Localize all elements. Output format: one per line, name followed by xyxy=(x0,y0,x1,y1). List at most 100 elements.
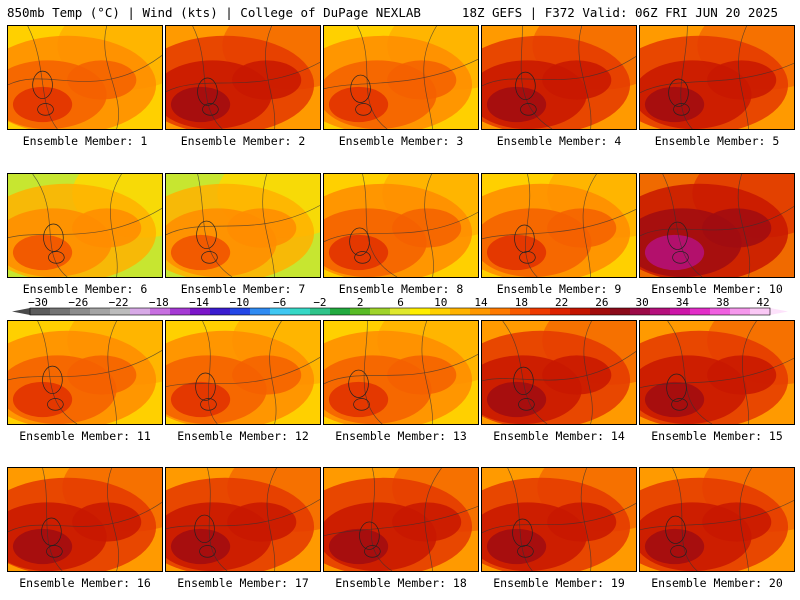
temperature-map xyxy=(324,468,478,571)
colorbar-tick-label: 42 xyxy=(756,297,769,309)
colorbar-swatch xyxy=(50,308,71,315)
colorbar-swatch xyxy=(710,308,731,315)
colorbar-right-arrow xyxy=(770,308,788,315)
temperature-map xyxy=(8,468,162,571)
colorbar-tick-label: 22 xyxy=(555,297,568,309)
temperature-map xyxy=(640,26,794,129)
colorbar-swatch xyxy=(510,308,531,315)
colorbar-tick-label: −26 xyxy=(68,297,88,309)
ensemble-map-panel xyxy=(7,25,163,130)
ensemble-member-label: Ensemble Member: 7 xyxy=(180,282,306,296)
ensemble-member-label: Ensemble Member: 3 xyxy=(338,134,464,148)
colorbar-swatch xyxy=(450,308,471,315)
colorbar-tick-label: 30 xyxy=(636,297,649,309)
colorbar-tick-label: 6 xyxy=(397,297,404,309)
ensemble-member-label: Ensemble Member: 9 xyxy=(496,282,622,296)
colorbar-swatch xyxy=(330,308,351,315)
colorbar-swatch xyxy=(170,308,191,315)
colorbar-swatch xyxy=(190,308,211,315)
header-valid-time: 18Z GEFS | F372 Valid: 06Z FRI JUN 20 20… xyxy=(461,5,778,20)
ensemble-member-label: Ensemble Member: 20 xyxy=(651,576,783,590)
temperature-map xyxy=(640,174,794,277)
temperature-map xyxy=(166,468,320,571)
colorbar-swatch xyxy=(550,308,571,315)
colorbar-swatch xyxy=(150,308,171,315)
colorbar-swatch xyxy=(310,308,331,315)
temperature-map xyxy=(482,468,636,571)
colorbar-tick-label: 26 xyxy=(595,297,608,309)
temperature-map xyxy=(166,26,320,129)
colorbar-left-arrow xyxy=(12,308,30,315)
colorbar-tick-label: 2 xyxy=(357,297,364,309)
colorbar-swatch xyxy=(650,308,671,315)
ensemble-member-label: Ensemble Member: 12 xyxy=(177,429,309,443)
colorbar-swatch xyxy=(370,308,391,315)
colorbar-tick-label: −10 xyxy=(229,297,249,309)
colorbar-tick-label: −18 xyxy=(149,297,169,309)
temperature-map xyxy=(324,26,478,129)
colorbar-tick-label: 34 xyxy=(676,297,690,309)
colorbar-swatch xyxy=(630,308,651,315)
header-title: 850mb Temp (°C) | Wind (kts) | College o… xyxy=(7,5,421,20)
ensemble-member-label: Ensemble Member: 2 xyxy=(180,134,306,148)
ensemble-map-panel xyxy=(165,467,321,572)
ensemble-map-panel xyxy=(165,173,321,278)
colorbar-tick-label: −2 xyxy=(313,297,326,309)
temperature-map xyxy=(8,174,162,277)
colorbar-tick-label: 18 xyxy=(515,297,528,309)
temperature-map xyxy=(8,321,162,424)
colorbar-swatch xyxy=(110,308,131,315)
temperature-map xyxy=(640,321,794,424)
ensemble-member-label: Ensemble Member: 13 xyxy=(335,429,467,443)
colorbar-tick-label: 14 xyxy=(474,297,488,309)
temperature-map xyxy=(324,174,478,277)
ensemble-map-panel xyxy=(165,25,321,130)
colorbar-swatch xyxy=(350,308,371,315)
colorbar-swatch xyxy=(210,308,231,315)
colorbar-tick-label: −14 xyxy=(189,297,209,309)
colorbar-swatch xyxy=(730,308,751,315)
colorbar-tick-label: 10 xyxy=(434,297,447,309)
ensemble-member-label: Ensemble Member: 17 xyxy=(177,576,309,590)
colorbar-swatch xyxy=(430,308,451,315)
ensemble-member-label: Ensemble Member: 6 xyxy=(22,282,148,296)
ensemble-member-label: Ensemble Member: 8 xyxy=(338,282,464,296)
colorbar-swatch xyxy=(130,308,151,315)
colorbar-swatch xyxy=(690,308,711,315)
colorbar-swatch xyxy=(670,308,691,315)
colorbar-swatch xyxy=(470,308,491,315)
colorbar-swatch xyxy=(570,308,591,315)
ensemble-map-panel xyxy=(323,25,479,130)
ensemble-map-panel xyxy=(7,467,163,572)
ensemble-map-panel xyxy=(481,25,637,130)
ensemble-map-panel xyxy=(481,173,637,278)
ensemble-map-panel xyxy=(639,467,795,572)
colorbar-swatch xyxy=(250,308,271,315)
ensemble-member-label: Ensemble Member: 16 xyxy=(19,576,151,590)
ensemble-member-label: Ensemble Member: 10 xyxy=(651,282,783,296)
colorbar-swatch xyxy=(230,308,251,315)
colorbar-swatch xyxy=(490,308,511,315)
colorbar-swatch xyxy=(610,308,631,315)
colorbar-swatch xyxy=(410,308,431,315)
ensemble-member-label: Ensemble Member: 18 xyxy=(335,576,467,590)
ensemble-map-panel xyxy=(639,320,795,425)
ensemble-map-panel xyxy=(481,320,637,425)
ensemble-map-panel xyxy=(481,467,637,572)
colorbar-swatch xyxy=(70,308,91,315)
ensemble-member-label: Ensemble Member: 11 xyxy=(19,429,151,443)
temperature-map xyxy=(166,321,320,424)
colorbar-swatch xyxy=(90,308,111,315)
temperature-map xyxy=(166,174,320,277)
colorbar-tick-label: 38 xyxy=(716,297,729,309)
ensemble-map-panel xyxy=(323,173,479,278)
colorbar-swatch xyxy=(590,308,611,315)
ensemble-member-label: Ensemble Member: 4 xyxy=(496,134,622,148)
ensemble-member-label: Ensemble Member: 14 xyxy=(493,429,625,443)
temperature-map xyxy=(8,26,162,129)
colorbar-swatch xyxy=(750,308,771,315)
colorbar-tick-label: −22 xyxy=(109,297,129,309)
ensemble-map-panel xyxy=(323,320,479,425)
ensemble-map-panel xyxy=(7,173,163,278)
ensemble-map-panel xyxy=(639,25,795,130)
